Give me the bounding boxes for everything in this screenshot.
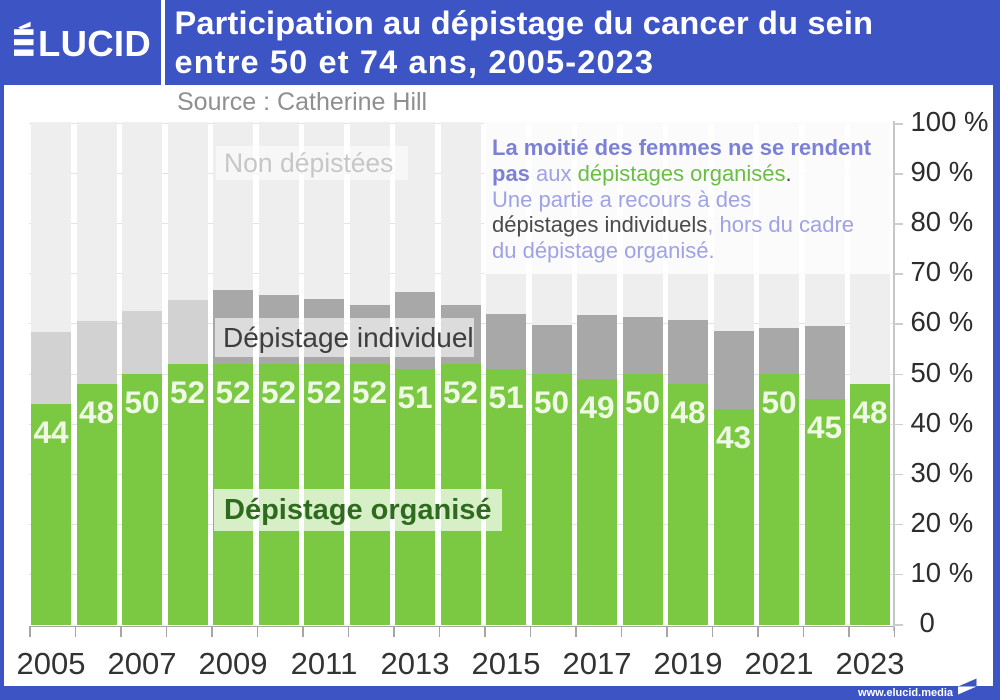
svg-text:LUCID: LUCID xyxy=(38,23,151,61)
